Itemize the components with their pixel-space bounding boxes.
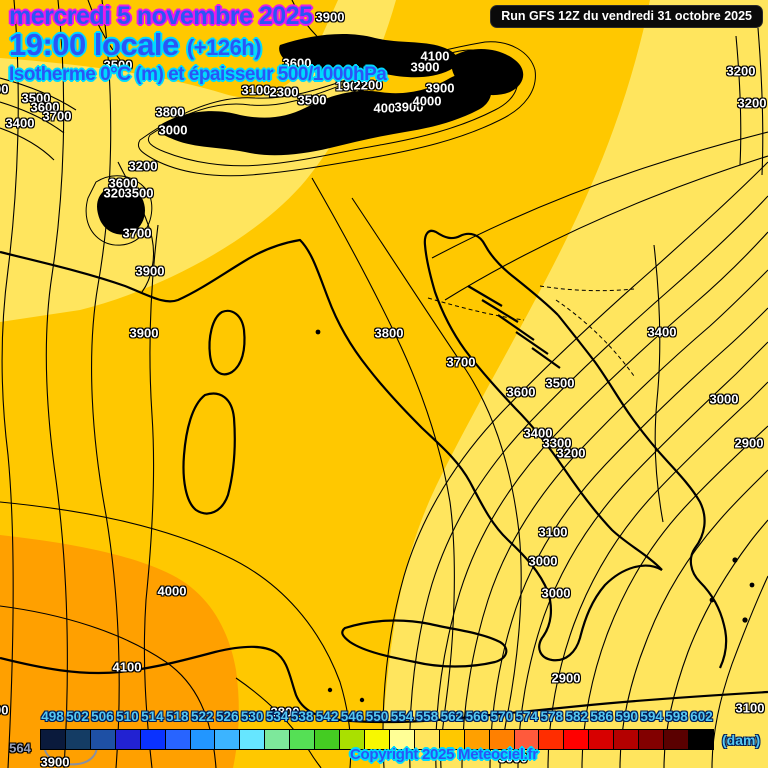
colorbar-segment xyxy=(65,730,91,749)
contour-label: 4100 xyxy=(112,659,142,675)
run-info-badge: Run GFS 12Z du vendredi 31 octobre 2025 xyxy=(490,5,763,28)
contour-label: 3300 xyxy=(542,435,572,451)
colorbar-segment xyxy=(439,730,465,749)
contour-label: 3800 xyxy=(374,325,404,341)
contour-label: 3600 xyxy=(282,55,312,71)
date-title: mercredi 5 novembre 2025 xyxy=(9,2,313,30)
contour-label: 1900 xyxy=(335,78,365,94)
contour-label: 3000 xyxy=(498,750,528,766)
colorbar-segment xyxy=(41,730,66,749)
colorbar-segment xyxy=(688,730,713,749)
colorbar-segment xyxy=(539,730,565,749)
colorbar-segment xyxy=(589,730,615,749)
contour-label: 3900 xyxy=(394,99,424,115)
contour-label: 3800 xyxy=(155,104,185,120)
contour-label: 3600 xyxy=(506,384,536,400)
local-time: 19:00 locale xyxy=(9,27,179,62)
colorbar-unit-label: (dam) xyxy=(722,732,761,748)
colorbar-segment xyxy=(489,730,515,749)
forecast-offset: (+126h) xyxy=(186,35,262,60)
colorbar-segment xyxy=(215,730,241,749)
contour-label: 2900 xyxy=(551,670,581,686)
colorbar-segment xyxy=(90,730,116,749)
contour-label: 564 xyxy=(9,740,31,756)
contour-label: 3400 xyxy=(523,425,553,441)
contour-label: 2300 xyxy=(269,84,299,100)
colorbar-segment xyxy=(340,730,365,749)
parameter-subtitle: Isotherme 0°C (m) et épaisseur 500/1000h… xyxy=(9,64,387,85)
contour-label: 3200 xyxy=(128,158,158,174)
island-specks xyxy=(315,329,755,703)
contour-label: 3700 xyxy=(122,225,152,241)
colorbar-segment xyxy=(290,730,316,749)
contour-label: 3000 xyxy=(709,391,739,407)
contour-label: 3900 xyxy=(425,80,455,96)
thickness-colorbar xyxy=(40,729,714,750)
colorbar-segment xyxy=(265,730,291,749)
colorbar-segment xyxy=(614,730,640,749)
contour-label: 3900 xyxy=(410,59,440,75)
colorbar-segment xyxy=(464,730,490,749)
contour-label: 3600 xyxy=(108,175,138,191)
colorbar-segment xyxy=(240,730,266,749)
contour-label: 2200 xyxy=(353,77,383,93)
contour-label: 3400 xyxy=(5,115,35,131)
contour-label: 3700 xyxy=(446,354,476,370)
colorbar-segment xyxy=(514,730,540,749)
colorbar-segment xyxy=(115,730,141,749)
contour-label: 3100 xyxy=(735,700,765,716)
contour-label: 4000 xyxy=(373,100,403,116)
colorbar-segment xyxy=(364,730,390,749)
contour-label: 3900 xyxy=(40,754,70,768)
coastlines xyxy=(0,229,768,724)
colorbar-segment xyxy=(664,730,689,749)
contour-label: 3800 xyxy=(270,704,300,720)
alps-contour-mass xyxy=(85,34,536,246)
colorbar-segment xyxy=(414,730,440,749)
contour-label: 3200 xyxy=(737,95,767,111)
time-title: 19:00 locale (+126h) xyxy=(9,27,262,63)
fill-light-northwest xyxy=(0,0,396,322)
colorbar-segment xyxy=(315,730,341,749)
contour-label: 3500 xyxy=(21,90,51,106)
contour-label: 3500 xyxy=(297,92,327,108)
copyright-text: Copyright 2025 Meteociel.fr xyxy=(350,746,538,763)
contour-label: 4000 xyxy=(412,93,442,109)
contour-label: 4100 xyxy=(420,48,450,64)
contour-label: 3000 xyxy=(541,585,571,601)
contour-label: 3200 xyxy=(556,445,586,461)
colorbar-segment xyxy=(165,730,191,749)
colorbar-segment xyxy=(564,730,590,749)
contour-label: 3900 xyxy=(129,325,159,341)
contour-label: 3900 xyxy=(135,263,165,279)
contour-label: 3300 xyxy=(0,81,9,97)
contour-label: 3500 xyxy=(124,185,154,201)
colorbar-segment xyxy=(190,730,216,749)
contour-label: 3700 xyxy=(42,108,72,124)
contour-label: 3200 xyxy=(726,63,756,79)
contour-label: 3000 xyxy=(158,122,188,138)
contour-label: 3100 xyxy=(241,82,271,98)
contour-label: 3000 xyxy=(528,553,558,569)
contour-label: 4000 xyxy=(0,702,9,718)
colorbar-segment xyxy=(639,730,665,749)
contour-label: 3900 xyxy=(315,9,345,25)
contour-label: 3200 xyxy=(103,185,133,201)
colorbar-segment xyxy=(389,730,415,749)
contour-label: 3100 xyxy=(538,524,568,540)
colorbar-segment xyxy=(140,730,166,749)
contour-label: 4000 xyxy=(157,583,187,599)
contour-label: 3400 xyxy=(647,324,677,340)
contour-label: 3500 xyxy=(103,57,133,73)
contour-label: 3600 xyxy=(30,99,60,115)
fill-light-east xyxy=(380,0,768,768)
contour-label: 2900 xyxy=(734,435,764,451)
contour-label: 3500 xyxy=(545,375,575,391)
